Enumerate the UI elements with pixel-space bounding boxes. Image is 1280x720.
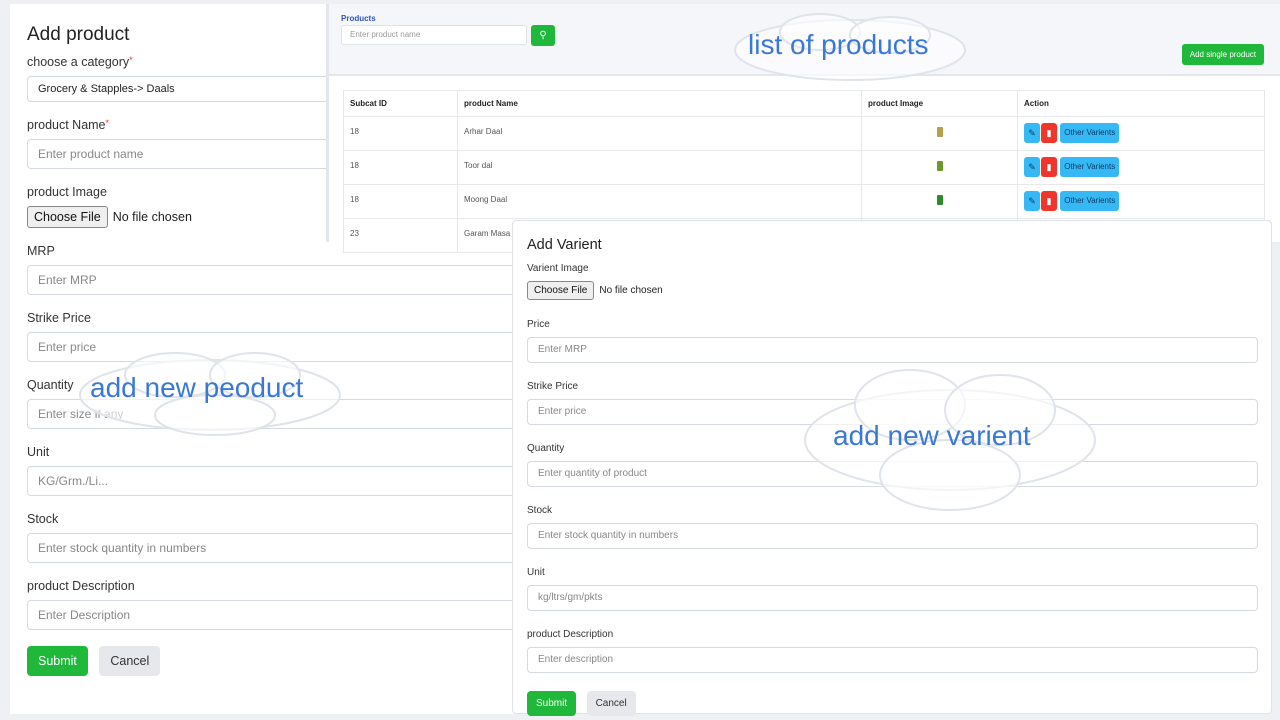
delete-icon[interactable]: ▮ (1041, 191, 1057, 211)
annotation-new-variant: add new varient (833, 420, 1031, 451)
product-name: Toor dal (457, 150, 862, 185)
annotation-list-products: list of products (748, 29, 929, 60)
stock-input[interactable]: Enter stock quantity in numbers (27, 533, 517, 563)
column-header: Action (1017, 90, 1265, 117)
edit-icon[interactable]: ✎ (1024, 123, 1040, 143)
table-row: 18 Arhar Daal ✎ ▮ Other Varients (343, 116, 1265, 151)
variant-quantity-label: Quantity (527, 443, 565, 454)
cloud-shape (734, 13, 966, 81)
column-header: product Name (457, 90, 862, 117)
category-label: choose a category (27, 55, 130, 69)
other-variants-button[interactable]: Other Varients (1060, 191, 1120, 211)
variant-stock-label: Stock (527, 505, 553, 516)
add-single-product-button[interactable]: Add single product (1181, 44, 1264, 65)
table-row: 18 Toor dal ✎ ▮ Other Varients (343, 150, 1265, 185)
variant-image-label: Varient Image (527, 263, 589, 274)
column-header: product Image (861, 90, 1018, 117)
no-file-text: No file chosen (112, 210, 192, 224)
other-variants-button[interactable]: Other Varients (1060, 123, 1120, 143)
delete-icon[interactable]: ▮ (1041, 123, 1057, 143)
cloud-shape (79, 352, 341, 436)
description-label: product Description (27, 579, 135, 593)
variant-cancel-button[interactable]: Cancel (586, 691, 636, 716)
cancel-button[interactable]: Cancel (99, 646, 161, 676)
variant-description-label: product Description (527, 629, 614, 640)
variant-unit-input[interactable]: kg/ltrs/gm/pkts (527, 585, 1258, 611)
product-thumbnail (936, 127, 943, 137)
strike-label: Strike Price (27, 311, 91, 325)
description-input[interactable]: Enter Description (27, 600, 517, 630)
cloud-shape (804, 369, 1096, 511)
variant-description-input[interactable]: Enter description (527, 647, 1258, 673)
product-thumbnail (936, 161, 943, 171)
mrp-label: MRP (27, 244, 55, 258)
variant-unit-label: Unit (527, 567, 545, 578)
annotation-new-product: add new peoduct (90, 372, 304, 403)
search-button[interactable]: ⚲ (531, 25, 555, 46)
other-variants-button[interactable]: Other Varients (1060, 157, 1120, 177)
product-name: Arhar Daal (457, 116, 862, 151)
unit-input[interactable]: KG/Grm./Li... (27, 466, 517, 496)
products-heading: Products (341, 14, 376, 23)
table-row: 18 Moong Daal ✎ ▮ Other Varients (343, 184, 1265, 219)
variant-no-file-text: No file chosen (599, 285, 663, 296)
variant-title: Add Varient (527, 237, 602, 253)
unit-label: Unit (27, 445, 50, 459)
submit-button[interactable]: Submit (27, 646, 88, 676)
variant-stock-input[interactable]: Enter stock quantity in numbers (527, 523, 1258, 549)
choose-file-button[interactable]: Choose File (27, 206, 108, 228)
page-title: Add product (27, 24, 130, 45)
column-header: Subcat ID (343, 90, 458, 117)
edit-icon[interactable]: ✎ (1024, 191, 1040, 211)
variant-choose-file-button[interactable]: Choose File (527, 281, 595, 300)
product-thumbnail (936, 195, 943, 205)
variant-strike-label: Strike Price (527, 381, 579, 392)
image-label: product Image (27, 185, 107, 199)
variant-price-input[interactable]: Enter MRP (527, 337, 1258, 363)
variant-price-label: Price (527, 319, 550, 330)
search-icon: ⚲ (539, 30, 547, 41)
name-label: product Name (27, 118, 106, 132)
subcat-id: 18 (343, 184, 458, 219)
search-input[interactable]: Enter product name (341, 25, 527, 45)
variant-submit-button[interactable]: Submit (527, 691, 577, 716)
delete-icon[interactable]: ▮ (1041, 157, 1057, 177)
product-name: Moong Daal (457, 184, 862, 219)
mrp-input[interactable]: Enter MRP (27, 265, 517, 295)
edit-icon[interactable]: ✎ (1024, 157, 1040, 177)
stock-label: Stock (27, 512, 59, 526)
subcat-id: 23 (343, 218, 458, 253)
subcat-id: 18 (343, 150, 458, 185)
subcat-id: 18 (343, 116, 458, 151)
quantity-label: Quantity (27, 378, 74, 392)
